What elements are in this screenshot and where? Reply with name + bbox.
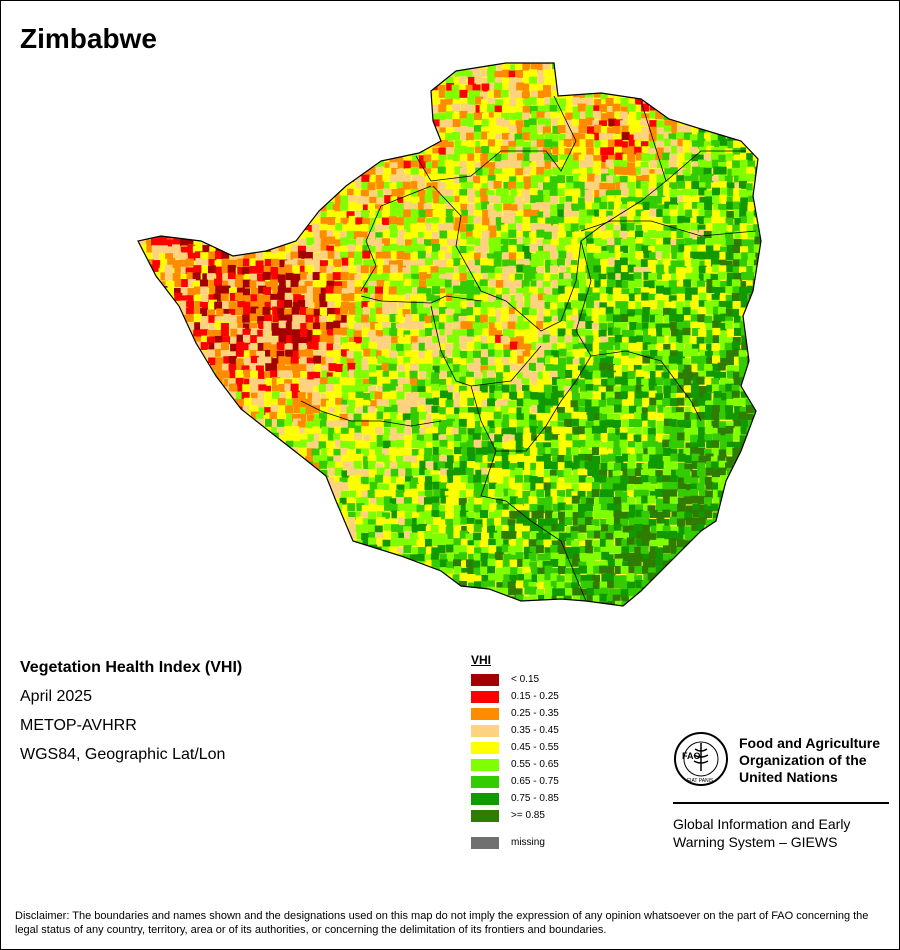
fao-logo-motto: FIAT PANIS — [687, 778, 714, 784]
legend-row: 0.65 - 0.75 — [471, 773, 559, 790]
fao-logo-letters: FAO — [682, 751, 701, 761]
legend-row: 0.25 - 0.35 — [471, 705, 559, 722]
legend-swatch — [471, 690, 499, 703]
disclaimer-text: Disclaimer: The boundaries and names sho… — [15, 910, 869, 936]
legend-label: 0.15 - 0.25 — [511, 691, 559, 702]
legend-swatch — [471, 707, 499, 720]
legend-swatch — [471, 792, 499, 805]
legend-swatch — [471, 673, 499, 686]
legend-swatch — [471, 775, 499, 788]
legend-label: 0.65 - 0.75 — [511, 776, 559, 787]
fao-name-line2: Organization of the — [739, 752, 867, 768]
legend-label: 0.35 - 0.45 — [511, 725, 559, 736]
vhi-raster — [138, 63, 761, 606]
legend-label: 0.25 - 0.35 — [511, 708, 559, 719]
legend-row: >= 0.85 — [471, 807, 559, 824]
sensor-name: METOP-AVHRR — [20, 717, 137, 734]
vhi-map — [137, 62, 762, 607]
legend-label: >= 0.85 — [511, 810, 545, 821]
product-date: April 2025 — [20, 688, 93, 705]
legend-classes: < 0.15 0.15 - 0.25 0.25 - 0.35 0.35 - 0.45 0… — [471, 671, 559, 824]
legend-row: 0.35 - 0.45 — [471, 722, 559, 739]
legend-label: 0.45 - 0.55 — [511, 742, 559, 753]
legend-missing: missing — [471, 834, 559, 851]
giews-line2: Warning System – GIEWS — [673, 834, 838, 850]
giews-line1: Global Information and Early — [673, 816, 851, 832]
legend-row: 0.15 - 0.25 — [471, 688, 559, 705]
legend-label: < 0.15 — [511, 674, 540, 685]
map-title: Zimbabwe — [20, 23, 157, 54]
giews-label: Global Information and Early Warning Sys… — [673, 815, 889, 851]
fao-organization-name: Food and Agriculture Organization of the… — [739, 735, 880, 786]
product-title: Vegetation Health Index (VHI) — [20, 659, 243, 676]
legend-swatch — [471, 724, 499, 737]
legend-row: < 0.15 — [471, 671, 559, 688]
fao-name-line3: United Nations — [739, 769, 838, 785]
legend-label: 0.55 - 0.65 — [511, 759, 559, 770]
projection-text: WGS84, Geographic Lat/Lon — [20, 746, 226, 763]
legend-swatch — [471, 741, 499, 754]
legend-row: 0.75 - 0.85 — [471, 790, 559, 807]
legend-swatch-missing — [471, 836, 499, 849]
map-info: Vegetation Health Index (VHI) April 2025… — [20, 659, 242, 775]
fao-divider — [673, 802, 889, 804]
vhi-legend: VHI < 0.15 0.15 - 0.25 0.25 - 0.35 0.35 - 0… — [471, 653, 559, 851]
legend-title: VHI — [471, 653, 492, 667]
fao-logo-icon: FAO FIAT PANIS — [674, 732, 728, 786]
legend-label: 0.75 - 0.85 — [511, 793, 559, 804]
legend-label-missing: missing — [511, 837, 545, 848]
legend-swatch — [471, 809, 499, 822]
legend-swatch — [471, 758, 499, 771]
fao-name-line1: Food and Agriculture — [739, 735, 881, 751]
legend-row: 0.45 - 0.55 — [471, 739, 559, 756]
legend-row: 0.55 - 0.65 — [471, 756, 559, 773]
province-boundaries — [300, 95, 757, 602]
